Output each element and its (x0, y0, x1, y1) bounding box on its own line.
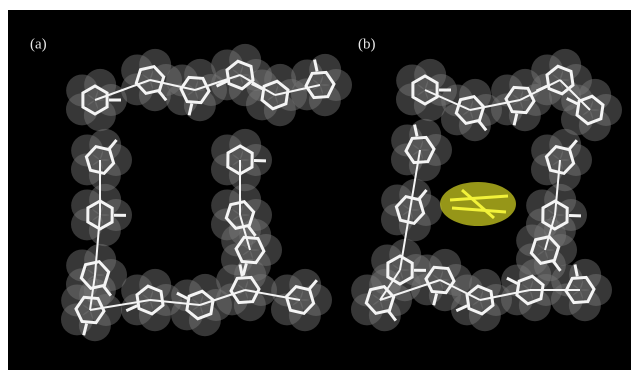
surface-blob (84, 69, 116, 101)
surface-blob (549, 49, 581, 81)
surface-blob (429, 249, 461, 281)
surface-blob (569, 259, 601, 291)
surface-blob (84, 244, 116, 276)
surface-blob (414, 59, 446, 91)
surface-blob (139, 269, 171, 301)
surface-blob (289, 269, 321, 301)
surface-blob (89, 129, 121, 161)
surface-blob (229, 184, 261, 216)
surface-blob (309, 54, 341, 86)
surface-blob (544, 184, 576, 216)
surface-blob (139, 49, 171, 81)
panel-label: (a) (30, 36, 47, 52)
page: (a) (b) (() => { const data = JSON.parse… (0, 0, 639, 379)
panel-label: (b) (358, 36, 376, 52)
figure: (a) (b) (0, 0, 639, 379)
surface-blob (579, 79, 611, 111)
surface-blob (549, 129, 581, 161)
surface-blob (89, 184, 121, 216)
surface-blob (369, 269, 401, 301)
surface-blob (409, 119, 441, 151)
surface-blob (229, 129, 261, 161)
